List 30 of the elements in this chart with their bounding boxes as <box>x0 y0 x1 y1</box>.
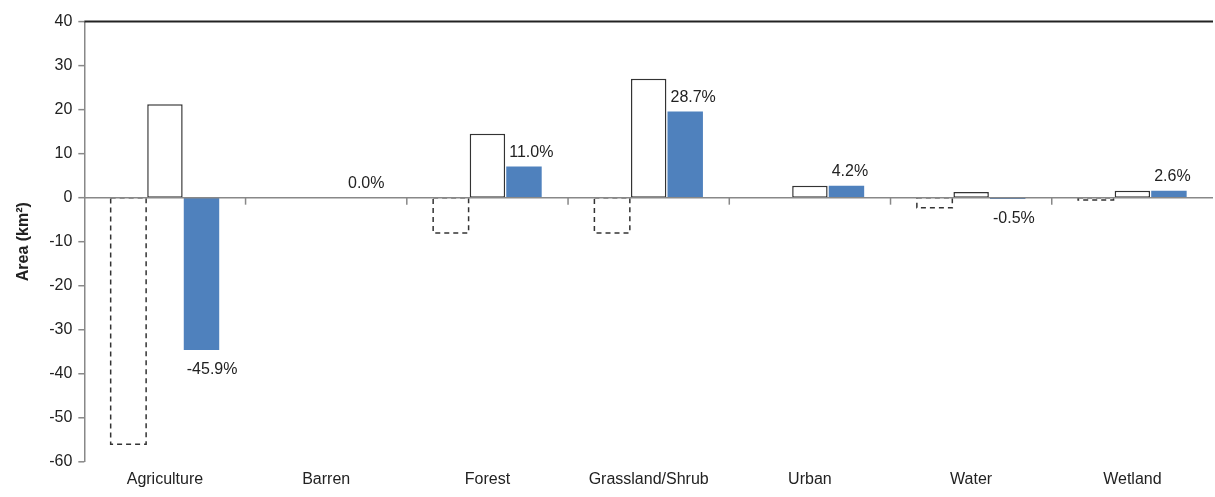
x-tick-label: Barren <box>302 469 351 487</box>
x-tick-label: Agriculture <box>126 469 204 487</box>
annotation: -0.5% <box>992 209 1035 227</box>
annotation: -45.9% <box>186 360 238 378</box>
y-tick-label: 20 <box>54 100 73 118</box>
y-tick-label: 0 <box>63 188 73 206</box>
y-tick-label: -50 <box>49 408 73 426</box>
bar <box>828 185 865 198</box>
x-tick-label: Forest <box>464 469 511 487</box>
y-tick-label: -60 <box>49 452 73 470</box>
y-tick-label: 40 <box>54 12 73 30</box>
bar <box>506 166 542 198</box>
annotation: 11.0% <box>509 142 554 160</box>
y-tick-label: -40 <box>49 364 73 382</box>
y-tick-label: -10 <box>49 232 73 250</box>
y-tick-label: -30 <box>49 320 73 338</box>
annotation: 4.2% <box>831 162 869 180</box>
y-tick-label: 30 <box>54 56 73 74</box>
y-tick-label: 10 <box>54 144 73 162</box>
annotation: 0.0% <box>348 174 385 192</box>
x-tick-label: Water <box>950 469 993 487</box>
x-tick-label: Urban <box>788 469 832 487</box>
y-axis-title: Area (km²) <box>14 202 32 282</box>
annotation: 2.6% <box>1154 167 1191 185</box>
bar <box>667 111 703 198</box>
y-tick-label: -20 <box>49 276 73 294</box>
x-tick-label: Grassland/Shrub <box>588 469 709 487</box>
bar <box>183 197 220 350</box>
annotation: 28.7% <box>670 87 716 105</box>
x-tick-label: Wetland <box>1103 469 1162 487</box>
